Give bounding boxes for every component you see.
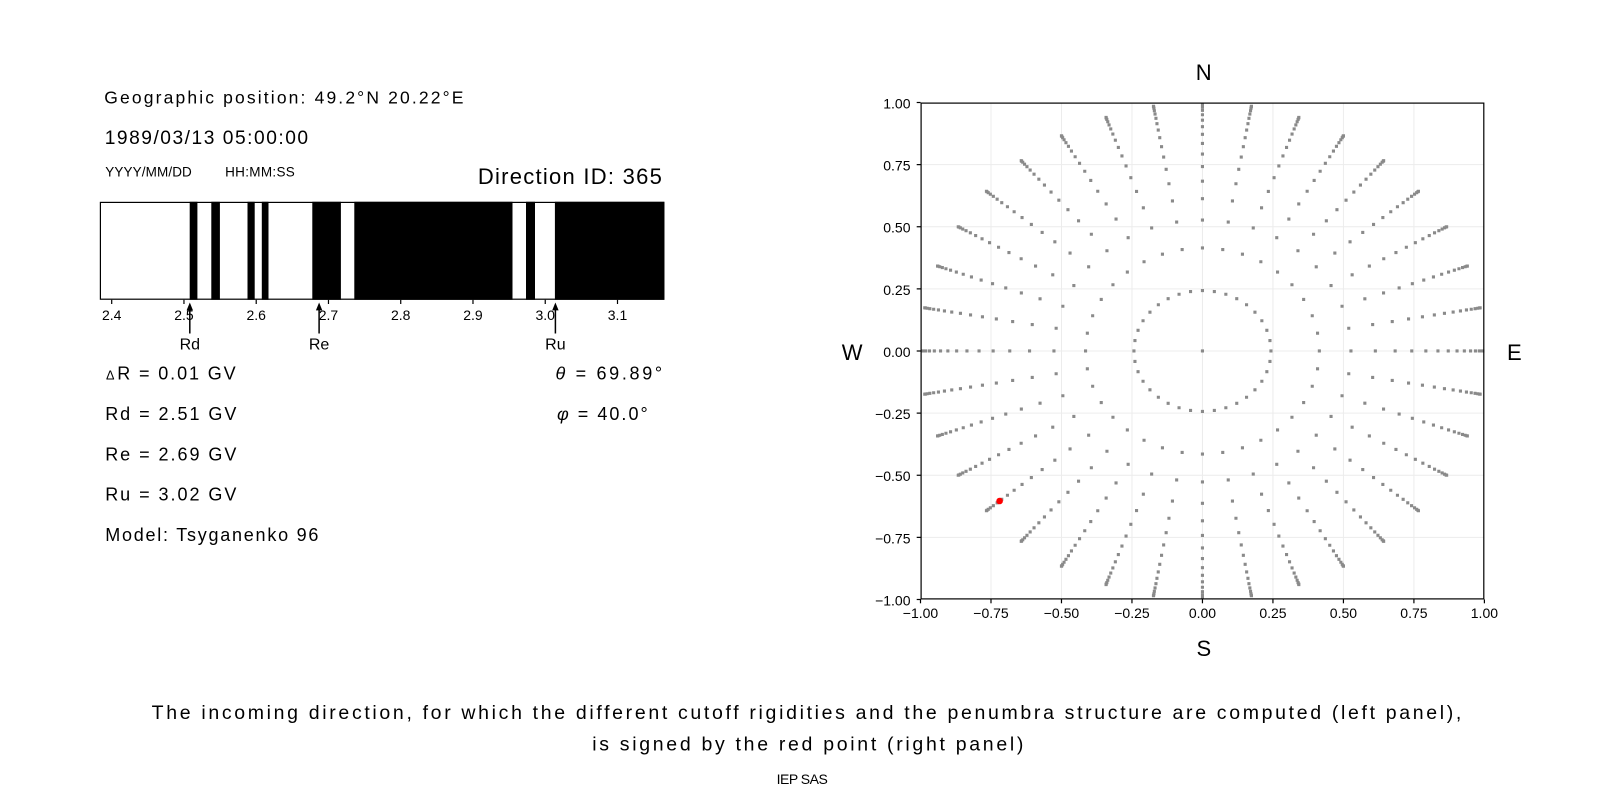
svg-text:2.4: 2.4: [102, 307, 122, 323]
svg-text:0.50: 0.50: [883, 220, 910, 236]
svg-text:Direction ID: 365: Direction ID: 365: [478, 164, 662, 189]
svg-text:1989/03/13 05:00:00: 1989/03/13 05:00:00: [105, 128, 308, 149]
svg-text:2.8: 2.8: [391, 307, 411, 323]
svg-text:−1.00: −1.00: [903, 605, 939, 621]
svg-text:−0.50: −0.50: [1044, 605, 1080, 621]
svg-text:−0.25: −0.25: [875, 406, 911, 422]
svg-text:φ = 40.0°: φ = 40.0°: [557, 404, 648, 424]
svg-text:0.50: 0.50: [1330, 605, 1357, 621]
svg-text:HH:MM:SS: HH:MM:SS: [225, 164, 295, 179]
svg-text:0.00: 0.00: [1189, 605, 1216, 621]
svg-text:1.00: 1.00: [1471, 605, 1498, 621]
svg-text:0.75: 0.75: [883, 158, 910, 174]
svg-text:2.9: 2.9: [463, 307, 483, 323]
svg-text:−0.75: −0.75: [973, 605, 1009, 621]
svg-text:2.6: 2.6: [246, 307, 266, 323]
svg-text:S: S: [1197, 636, 1212, 661]
svg-text:R = 0.01 GV: R = 0.01 GV: [117, 364, 235, 384]
svg-text:IEP SAS: IEP SAS: [777, 771, 828, 787]
svg-text:Rd = 2.51 GV: Rd = 2.51 GV: [105, 404, 236, 424]
svg-text:0.25: 0.25: [883, 282, 910, 298]
svg-text:2.7: 2.7: [319, 307, 339, 323]
svg-text:1.00: 1.00: [883, 95, 910, 111]
svg-text:θ = 69.89°: θ = 69.89°: [556, 364, 663, 384]
svg-text:Ru: Ru: [545, 337, 565, 354]
svg-text:0.75: 0.75: [1400, 605, 1427, 621]
svg-text:0.00: 0.00: [883, 344, 910, 360]
svg-text:is signed by the red point (ri: is signed by the red point (right panel): [592, 734, 1023, 756]
svg-text:3.1: 3.1: [608, 307, 628, 323]
svg-text:The incoming direction, for wh: The incoming direction, for which the di…: [152, 702, 1462, 724]
svg-text:0.25: 0.25: [1259, 605, 1286, 621]
svg-text:3.0: 3.0: [536, 307, 556, 323]
svg-text:Ru = 3.02 GV: Ru = 3.02 GV: [105, 485, 236, 505]
svg-text:Rd: Rd: [180, 337, 200, 354]
svg-text:−0.50: −0.50: [875, 468, 911, 484]
svg-text:Model: Tsyganenko 96: Model: Tsyganenko 96: [105, 525, 318, 545]
svg-text:Δ: Δ: [106, 369, 115, 383]
svg-text:Re = 2.69 GV: Re = 2.69 GV: [105, 444, 236, 464]
svg-text:N: N: [1196, 60, 1212, 85]
svg-text:−1.00: −1.00: [875, 592, 911, 608]
svg-text:2.5: 2.5: [174, 307, 194, 323]
svg-text:Geographic position: 49.2°N 20: Geographic position: 49.2°N 20.22°E: [104, 87, 463, 107]
svg-text:−0.25: −0.25: [1114, 605, 1150, 621]
svg-text:E: E: [1507, 340, 1522, 365]
svg-text:W: W: [842, 340, 863, 365]
svg-text:Re: Re: [309, 337, 330, 354]
svg-text:YYYY/MM/DD: YYYY/MM/DD: [105, 164, 192, 179]
svg-text:−0.75: −0.75: [875, 530, 911, 546]
